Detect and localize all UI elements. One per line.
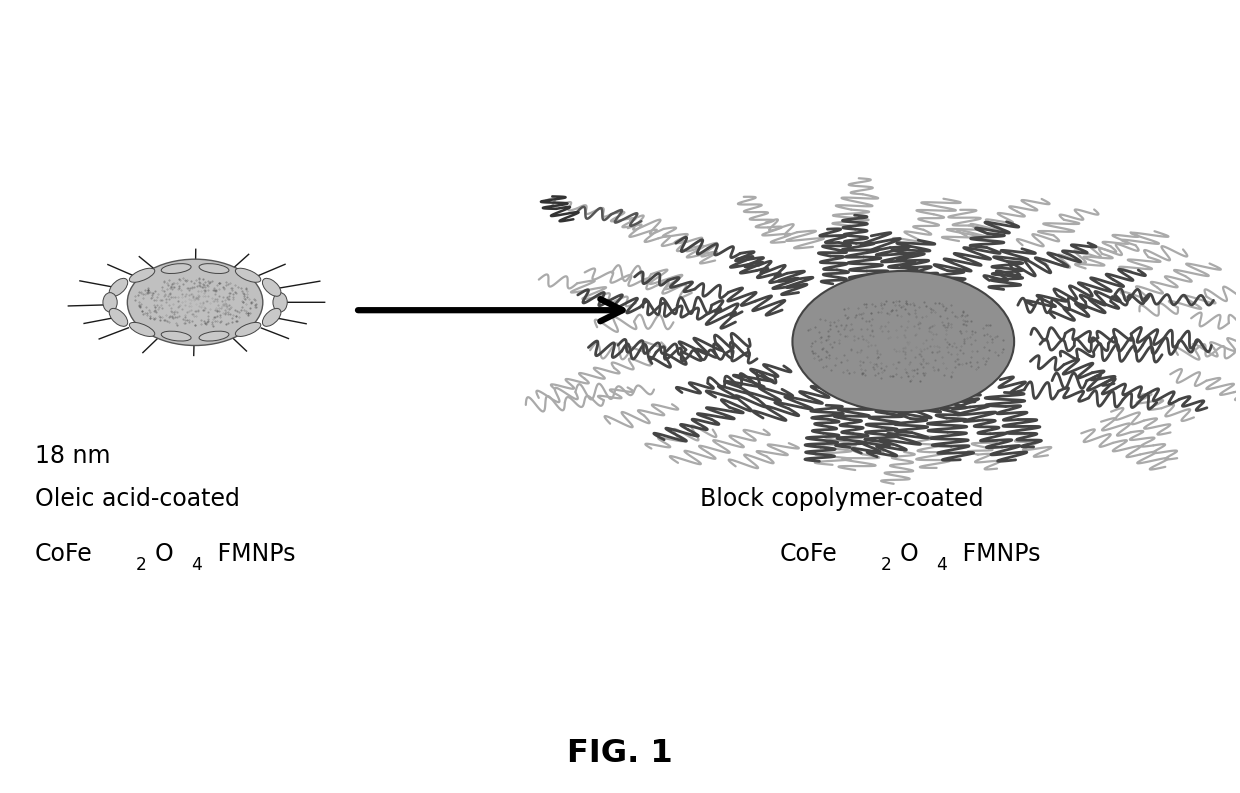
Ellipse shape [129,323,155,336]
Ellipse shape [109,308,128,327]
Text: 4: 4 [191,556,202,574]
Text: O: O [155,542,174,565]
Ellipse shape [161,263,191,274]
Text: 2: 2 [136,556,146,574]
Ellipse shape [273,293,288,312]
Text: CoFe: CoFe [35,542,93,565]
Ellipse shape [103,293,118,312]
Text: FIG. 1: FIG. 1 [567,737,673,769]
Text: FMNPs: FMNPs [955,542,1040,565]
Text: CoFe: CoFe [780,542,838,565]
Ellipse shape [236,323,260,336]
Text: Oleic acid-coated: Oleic acid-coated [35,487,239,511]
Ellipse shape [263,278,281,297]
Ellipse shape [200,331,229,341]
Text: FMNPs: FMNPs [210,542,295,565]
Ellipse shape [236,268,260,282]
Text: Block copolymer-coated: Block copolymer-coated [701,487,983,511]
Ellipse shape [109,278,128,297]
Text: O: O [899,542,919,565]
Ellipse shape [263,308,281,327]
Ellipse shape [200,263,229,274]
Circle shape [792,271,1014,412]
Ellipse shape [161,331,191,341]
Text: 4: 4 [936,556,947,574]
Circle shape [128,259,263,346]
Ellipse shape [129,268,155,282]
Text: 2: 2 [882,556,892,574]
Text: 18 nm: 18 nm [35,443,110,468]
